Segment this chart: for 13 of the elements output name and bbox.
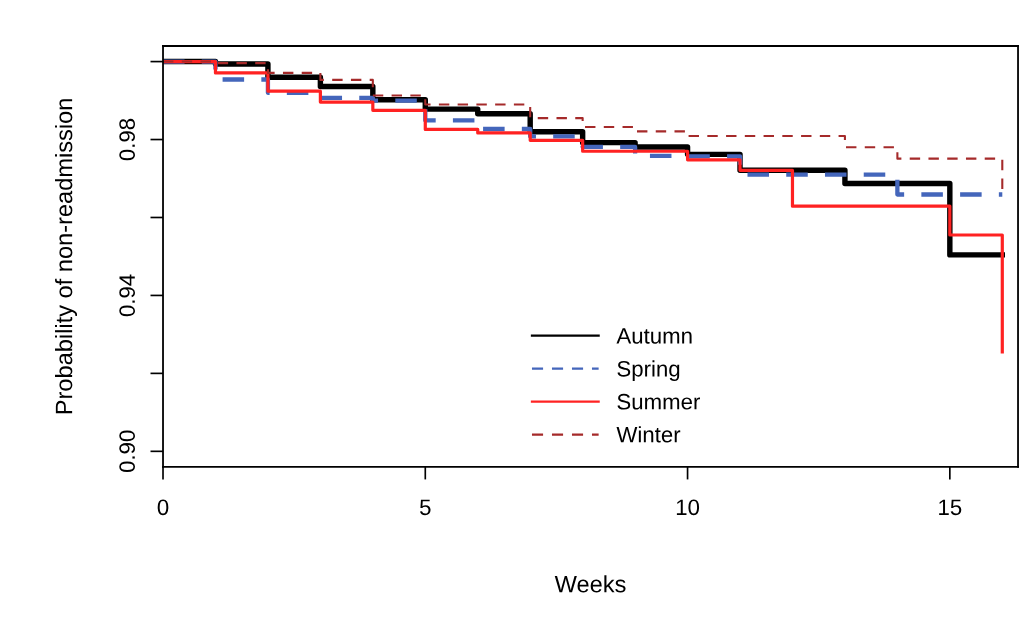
legend-label: Summer [617, 393, 701, 410]
legend-label: Spring [617, 360, 680, 382]
y-tick-label: 0.98 [119, 118, 136, 161]
x-tick-label: 15 [939, 499, 962, 516]
y-tick-label: 0.90 [119, 430, 136, 473]
x-axis-title: Weeks [554, 575, 626, 593]
x-tick-label: 0 [157, 499, 169, 516]
legend-label: Autumn [616, 328, 692, 344]
y-tick-label: 0.94 [119, 274, 136, 317]
x-tick-label: 10 [676, 499, 700, 516]
legend-label: Winter [616, 426, 681, 443]
x-tick-label: 5 [420, 499, 431, 516]
y-axis-title: Probability of non-readmission [55, 99, 78, 414]
